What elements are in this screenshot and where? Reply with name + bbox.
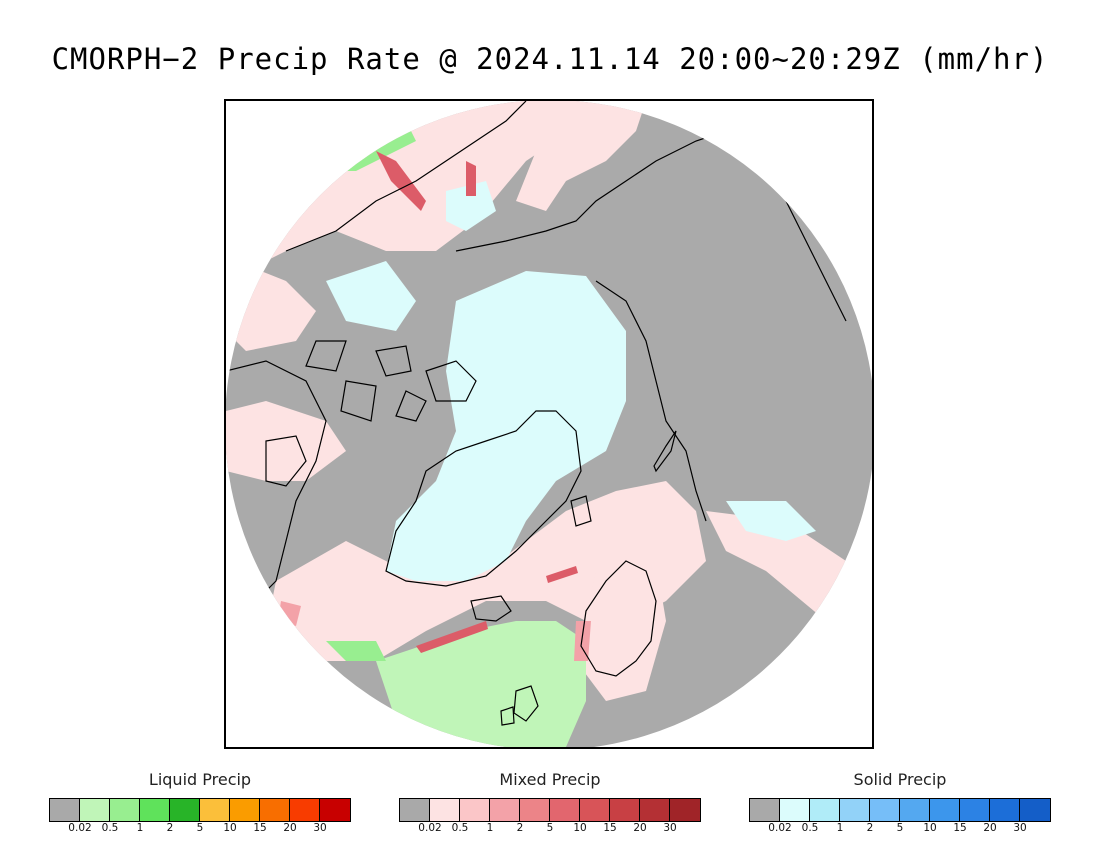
solid-precip-region: [326, 261, 416, 331]
legend-swatch: [900, 799, 930, 821]
solid-precip-region: [446, 181, 496, 231]
legend-liquid-precip: Liquid Precip 0.02 0.5 1 2 5 10 15 20 30: [49, 770, 351, 840]
legend-tick-label: 2: [166, 822, 174, 834]
legend-tick-label: 0.5: [451, 822, 469, 834]
legend-tick-label: 5: [896, 822, 904, 834]
legend-mixed-precip: Mixed Precip 0.02 0.5 1 2 5 10 15 20 30: [399, 770, 701, 840]
legend-swatch: [140, 799, 170, 821]
legend-swatch: [320, 799, 350, 821]
mixed-precip-streak: [574, 621, 591, 661]
legend-tick-label: 1: [136, 822, 144, 834]
mixed-precip-streak: [416, 621, 488, 653]
legend-tick-label: 30: [313, 822, 327, 834]
legend-swatch: [290, 799, 320, 821]
legend-tick-labels: 0.02 0.5 1 2 5 10 15 20 30: [749, 822, 1051, 838]
legend-swatch: [870, 799, 900, 821]
legend-tick-label: 10: [573, 822, 587, 834]
legend-tick-label: 0.5: [101, 822, 119, 834]
mixed-precip-region: [226, 101, 556, 301]
mixed-precip-region: [576, 561, 666, 701]
legend-tick-label: 20: [983, 822, 997, 834]
legend-title: Mixed Precip: [499, 770, 601, 789]
legend-tick-labels: 0.02 0.5 1 2 5 10 15 20 30: [399, 822, 701, 838]
legend-tick-label: 1: [486, 822, 494, 834]
legend-swatch: [230, 799, 260, 821]
legend-swatch: [780, 799, 810, 821]
legend-tick-labels: 0.02 0.5 1 2 5 10 15 20 30: [49, 822, 351, 838]
legend-tick-label: 15: [253, 822, 267, 834]
legend-tick-label: 15: [953, 822, 967, 834]
legend-swatch: [1020, 799, 1050, 821]
legend-tick-label: 0.5: [801, 822, 819, 834]
legend-tick-label: 5: [546, 822, 554, 834]
legend-tick-label: 0.02: [68, 822, 92, 834]
liquid-precip-region: [376, 621, 586, 747]
legend-swatch: [990, 799, 1020, 821]
legend-swatch: [490, 799, 520, 821]
polar-precip-map: [226, 101, 872, 747]
legend-swatch: [580, 799, 610, 821]
legend-swatch: [670, 799, 700, 821]
legend-tick-label: 20: [633, 822, 647, 834]
legend-swatch: [960, 799, 990, 821]
legend-swatch: [400, 799, 430, 821]
mixed-precip-streak: [376, 151, 426, 211]
legend-tick-label: 10: [223, 822, 237, 834]
mixed-precip-region: [516, 101, 646, 211]
legend-swatch: [110, 799, 140, 821]
mixed-precip-streak: [546, 566, 578, 583]
legend-tick-label: 5: [196, 822, 204, 834]
legend-swatch: [460, 799, 490, 821]
legend-swatch: [260, 799, 290, 821]
legend-colorbar: [49, 798, 351, 822]
legend-swatch: [430, 799, 460, 821]
legend-tick-label: 30: [663, 822, 677, 834]
legend-title: Liquid Precip: [148, 770, 252, 789]
legend-tick-label: 0.02: [768, 822, 792, 834]
legend-swatch: [840, 799, 870, 821]
legend-swatch: [50, 799, 80, 821]
legend-tick-label: 2: [866, 822, 874, 834]
legend-swatch: [80, 799, 110, 821]
legend-tick-label: 1: [836, 822, 844, 834]
legend-tick-label: 30: [1013, 822, 1027, 834]
legend-title: Solid Precip: [853, 770, 947, 789]
legend-swatch: [810, 799, 840, 821]
legend-swatch: [200, 799, 230, 821]
legend-tick-label: 0.02: [418, 822, 442, 834]
legend-tick-label: 20: [283, 822, 297, 834]
legend-tick-label: 2: [516, 822, 524, 834]
legend-solid-precip: Solid Precip 0.02 0.5 1 2 5 10 15 20 30: [749, 770, 1051, 840]
solid-precip-region: [726, 501, 816, 541]
legend-swatch: [550, 799, 580, 821]
legend-colorbar: [399, 798, 701, 822]
legend-swatch: [610, 799, 640, 821]
legend-swatch: [170, 799, 200, 821]
legend-swatch: [640, 799, 670, 821]
liquid-precip-region: [326, 641, 386, 661]
mixed-precip-streak: [466, 161, 476, 196]
solid-precip-region: [386, 271, 626, 581]
legend-tick-label: 10: [923, 822, 937, 834]
legend-tick-label: 15: [603, 822, 617, 834]
legend-colorbar: [749, 798, 1051, 822]
coastlines: [226, 101, 847, 726]
legend-swatch: [750, 799, 780, 821]
map-frame: [224, 99, 874, 749]
legend-swatch: [930, 799, 960, 821]
legend-swatch: [520, 799, 550, 821]
map-title: CMORPH−2 Precip Rate @ 2024.11.14 20:00~…: [51, 42, 1049, 76]
